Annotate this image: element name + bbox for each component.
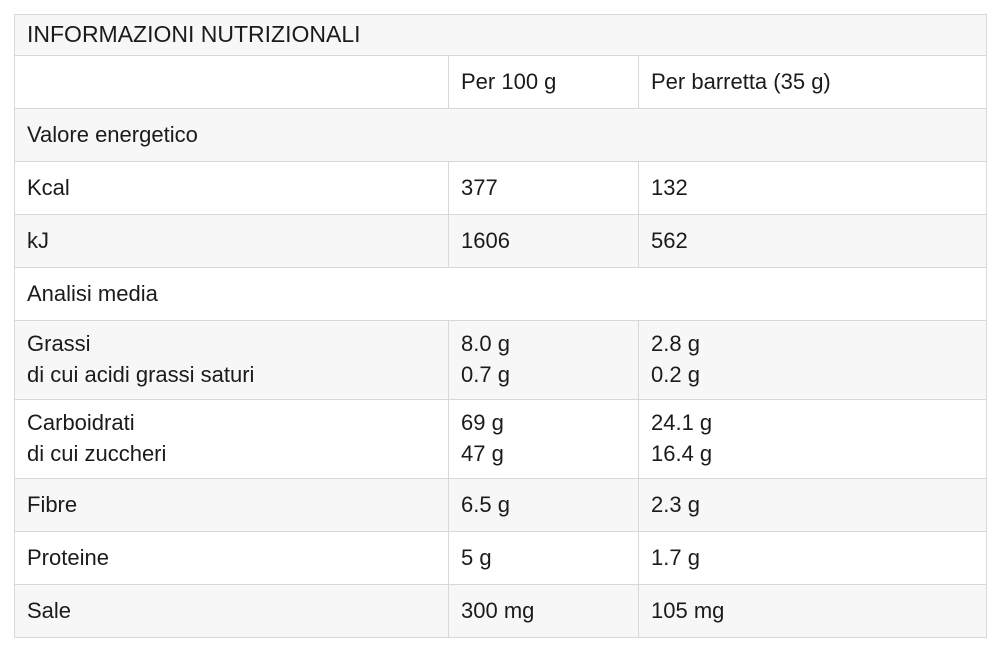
nutrient-label: kJ <box>14 213 449 268</box>
value-per-100g: 377 <box>448 160 639 215</box>
nutrient-label-sub: di cui zuccheri <box>27 440 167 466</box>
nutrient-label-main: Grassi <box>27 331 91 357</box>
value-per-barretta: 132 <box>638 160 987 215</box>
nutrient-label-sub: di cui acidi grassi saturi <box>27 361 255 387</box>
value-per-barretta: 24.1 g 16.4 g <box>638 398 987 479</box>
value-per-100g: 300 mg <box>448 583 639 638</box>
value-per-barretta: 562 <box>638 213 987 268</box>
table-row-sale: Sale 300 mg 105 mg <box>14 583 987 638</box>
section-row-valore-energetico: Valore energetico <box>14 107 987 162</box>
value-per-100g-main: 69 g <box>461 410 504 436</box>
value-per-100g: 8.0 g 0.7 g <box>448 319 639 400</box>
nutrient-label: Sale <box>14 583 449 638</box>
value-per-barretta: 1.7 g <box>638 530 987 585</box>
section-label: Valore energetico <box>14 107 987 162</box>
nutrient-label: Grassi di cui acidi grassi saturi <box>14 319 449 400</box>
value-per-barretta-sub: 0.2 g <box>651 361 700 387</box>
value-per-barretta-main: 2.8 g <box>651 331 700 357</box>
value-per-100g-sub: 47 g <box>461 440 504 466</box>
table-title-row: INFORMAZIONI NUTRIZIONALI <box>14 14 987 56</box>
section-row-analisi-media: Analisi media <box>14 266 987 321</box>
nutrient-label-main: Carboidrati <box>27 410 135 436</box>
table-row-carboidrati: Carboidrati di cui zuccheri 69 g 47 g 24… <box>14 398 987 479</box>
value-per-100g-main: 8.0 g <box>461 331 510 357</box>
table-row-kj: kJ 1606 562 <box>14 213 987 268</box>
nutrition-table: INFORMAZIONI NUTRIZIONALI Per 100 g Per … <box>14 14 987 638</box>
nutrient-label: Carboidrati di cui zuccheri <box>14 398 449 479</box>
column-header-per-100g: Per 100 g <box>448 54 639 109</box>
table-row-fibre: Fibre 6.5 g 2.3 g <box>14 477 987 532</box>
column-header-row: Per 100 g Per barretta (35 g) <box>14 54 987 109</box>
value-per-barretta-sub: 16.4 g <box>651 440 713 466</box>
table-row-proteine: Proteine 5 g 1.7 g <box>14 530 987 585</box>
value-per-100g-sub: 0.7 g <box>461 361 510 387</box>
column-header-empty <box>14 54 449 109</box>
table-row-kcal: Kcal 377 132 <box>14 160 987 215</box>
nutrient-label: Kcal <box>14 160 449 215</box>
section-label: Analisi media <box>14 266 987 321</box>
table-row-grassi: Grassi di cui acidi grassi saturi 8.0 g … <box>14 319 987 400</box>
nutrient-label: Fibre <box>14 477 449 532</box>
value-per-barretta-main: 24.1 g <box>651 410 713 436</box>
value-per-barretta: 2.8 g 0.2 g <box>638 319 987 400</box>
value-per-100g: 5 g <box>448 530 639 585</box>
nutrient-label: Proteine <box>14 530 449 585</box>
value-per-100g: 69 g 47 g <box>448 398 639 479</box>
value-per-barretta: 2.3 g <box>638 477 987 532</box>
value-per-100g: 6.5 g <box>448 477 639 532</box>
column-header-per-barretta: Per barretta (35 g) <box>638 54 987 109</box>
table-title: INFORMAZIONI NUTRIZIONALI <box>14 14 987 56</box>
value-per-100g: 1606 <box>448 213 639 268</box>
value-per-barretta: 105 mg <box>638 583 987 638</box>
